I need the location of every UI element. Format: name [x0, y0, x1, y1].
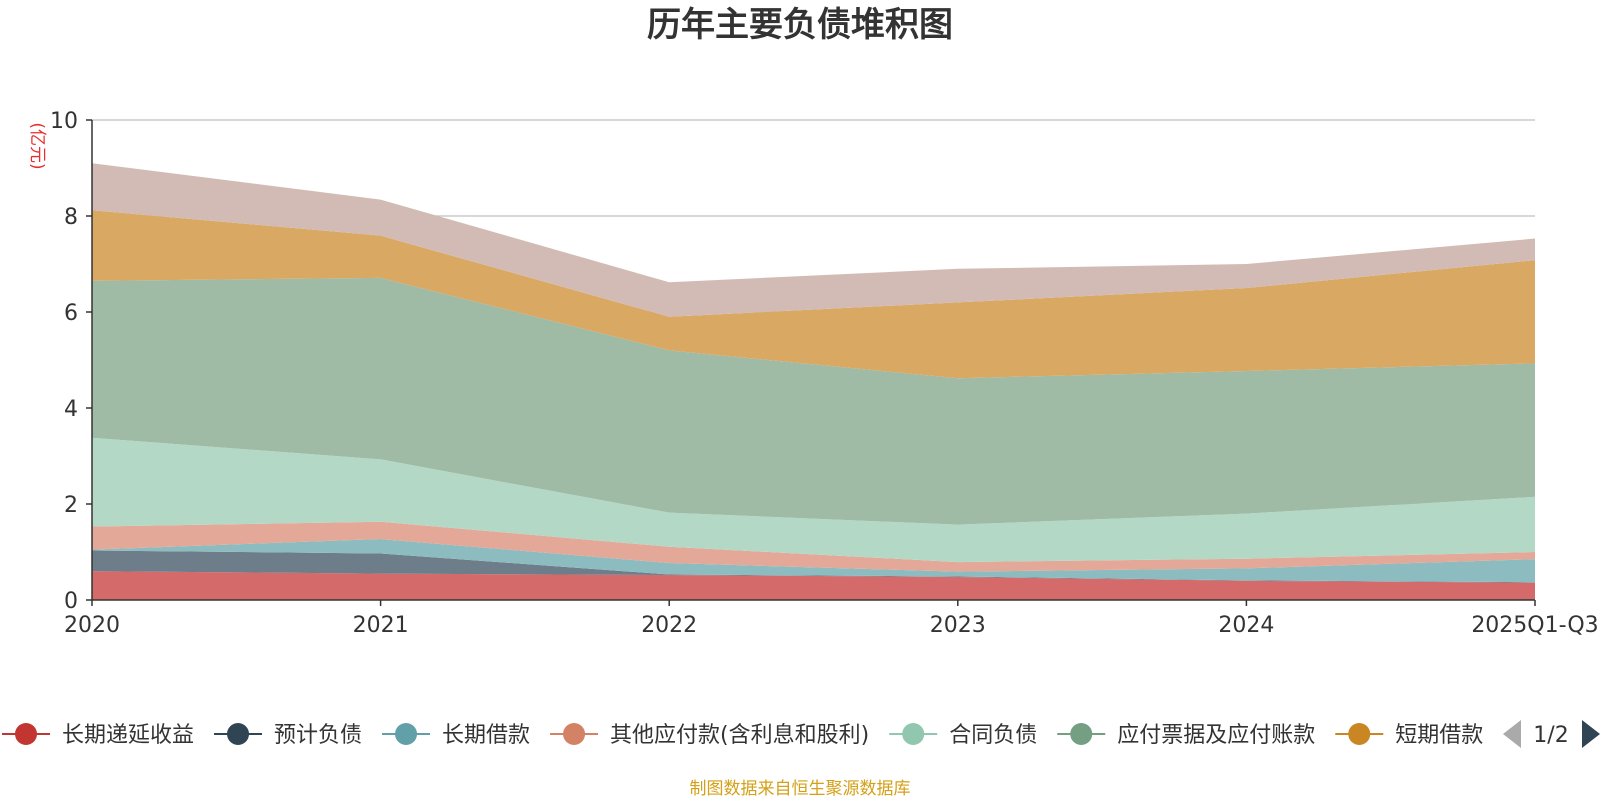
legend-label: 长期递延收益	[62, 723, 194, 748]
source-note: 制图数据来自恒生聚源数据库	[690, 779, 911, 799]
legend-label: 合同负债	[949, 723, 1037, 748]
legend-label: 长期借款	[442, 723, 530, 748]
x-tick-label: 2023	[930, 613, 986, 638]
area-series-6	[92, 210, 1535, 379]
legend-item[interactable]: 长期递延收益	[2, 723, 194, 748]
legend-item[interactable]: 应付票据及应付账款	[1057, 723, 1315, 748]
legend-marker	[1070, 723, 1093, 745]
legend-pager: 1/2	[1503, 720, 1600, 748]
area-series-0	[92, 571, 1535, 600]
y-tick-label: 0	[64, 589, 78, 614]
legend-label: 其他应付款(含利息和股利)	[610, 723, 869, 748]
area-series-2	[92, 539, 1535, 583]
legend-marker	[227, 723, 250, 745]
y-tick-label: 4	[64, 397, 78, 422]
legend-prev-icon[interactable]	[1503, 720, 1521, 748]
x-tick-label: 2022	[641, 613, 697, 638]
y-tick-label: 8	[64, 205, 78, 230]
legend-page-indicator: 1/2	[1533, 723, 1568, 748]
area-series-3	[92, 521, 1535, 572]
y-tick-label: 6	[64, 301, 78, 326]
legend-marker	[15, 723, 37, 745]
area-series-7	[92, 163, 1535, 317]
axes: 0 2 4 6 8 10 2020 2021 2022 2023 2024 2025Q1-Q3	[50, 109, 1599, 638]
x-tick-label: 2020	[64, 613, 120, 638]
legend-marker	[395, 723, 418, 745]
y-tick-label: 10	[50, 109, 78, 134]
areas	[92, 163, 1535, 600]
area-series-4	[92, 437, 1535, 563]
legend-item[interactable]: 长期借款	[382, 723, 530, 748]
legend-items: 长期递延收益 预计负债 长期借款 其他应付款(含利息和股利) 合同负债 应付票据及应付账款…	[2, 723, 1483, 748]
chart-title: 历年主要负债堆积图	[647, 5, 953, 45]
legend-item[interactable]: 预计负债	[214, 723, 362, 748]
legend-marker	[1348, 723, 1371, 745]
x-tick-label: 2024	[1218, 613, 1274, 638]
legend-item[interactable]: 其他应付款(含利息和股利)	[550, 723, 869, 748]
legend-item[interactable]: 合同负债	[889, 723, 1037, 748]
y-axis-label: (亿元)	[27, 122, 47, 169]
x-tick-label: 2021	[353, 613, 409, 638]
legend-label: 预计负债	[274, 723, 362, 748]
legend-marker	[902, 723, 925, 745]
legend: 长期递延收益 预计负债 长期借款 其他应付款(含利息和股利) 合同负债 应付票据及应付账款…	[2, 720, 1600, 748]
legend-item[interactable]: 短期借款	[1335, 723, 1483, 748]
area-series-1	[92, 550, 1535, 583]
x-tick-label: 2025Q1-Q3	[1471, 613, 1598, 638]
legend-label: 应付票据及应付账款	[1117, 723, 1315, 748]
legend-next-icon[interactable]	[1582, 720, 1600, 748]
y-tick-label: 2	[64, 493, 78, 518]
legend-label: 短期借款	[1395, 723, 1483, 748]
legend-marker	[563, 723, 586, 745]
area-series-5	[92, 277, 1535, 525]
